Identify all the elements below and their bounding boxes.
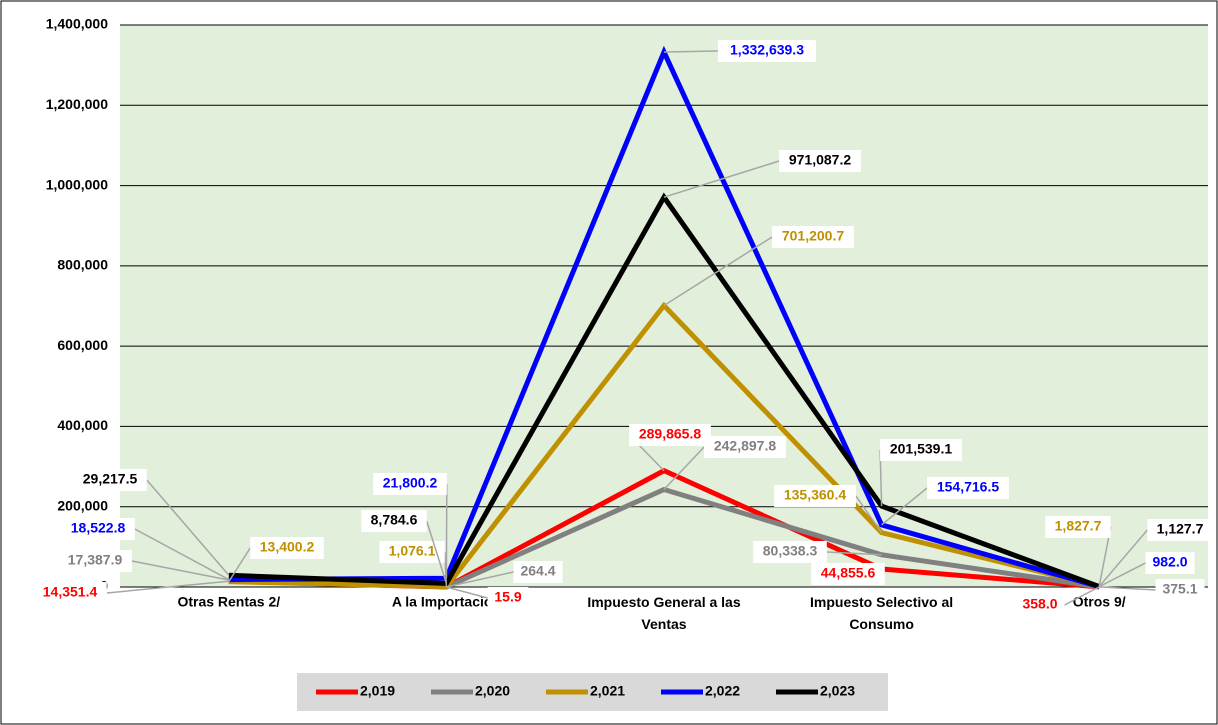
data-label: 18,522.8 (71, 520, 126, 536)
data-label: 15.9 (494, 589, 521, 605)
y-tick-label: 1,200,000 (46, 96, 108, 112)
data-label: 8,784.6 (371, 512, 418, 528)
data-label: 17,387.9 (68, 552, 123, 568)
leader-line (228, 547, 251, 583)
x-tick-label: Otras Rentas 2/ (177, 594, 280, 610)
data-label: 242,897.8 (714, 438, 776, 454)
x-tick-label: Impuesto Selectivo al Consumo (810, 594, 953, 632)
y-tick-label: 800,000 (57, 257, 108, 273)
data-label: 80,338.3 (763, 543, 818, 559)
label-bg (927, 477, 1009, 499)
leader-line (663, 446, 705, 491)
leader-line (663, 50, 718, 53)
y-tick-label: 1,000,000 (46, 176, 108, 192)
leader-line (146, 479, 230, 576)
label-bg (1015, 594, 1065, 616)
data-label: 701,200.7 (782, 228, 844, 244)
legend-label: 2,021 (590, 683, 625, 699)
label-bg (373, 473, 447, 495)
label-bg (379, 541, 445, 563)
data-label: 264.4 (520, 563, 555, 579)
legend-label: 2,023 (820, 683, 855, 699)
legend-label: 2,022 (705, 683, 740, 699)
y-tick-label: 600,000 (57, 337, 108, 353)
label-bg (774, 485, 856, 507)
leader-line (663, 160, 780, 198)
legend-label: 2,019 (360, 683, 395, 699)
data-label: 982.0 (1152, 554, 1187, 570)
leader-line (881, 487, 928, 526)
data-label: 1,127.7 (1157, 521, 1204, 537)
leader-line (446, 571, 514, 588)
label-bg (58, 550, 132, 572)
data-label: 289,865.8 (639, 426, 701, 442)
data-label: 44,855.6 (821, 565, 876, 581)
label-bg (487, 587, 529, 609)
data-label: 14,351.4 (43, 584, 98, 600)
leader-line (425, 520, 448, 584)
label-bg (1155, 579, 1205, 601)
y-tick-label: 1,400,000 (46, 16, 108, 32)
leader-line (131, 560, 229, 581)
legend-label: 2,020 (475, 683, 510, 699)
label-bg (772, 226, 854, 248)
data-label: 29,217.5 (83, 471, 138, 487)
label-bg (811, 563, 885, 585)
label-bg (250, 537, 324, 559)
data-label: 135,360.4 (784, 487, 846, 503)
label-bg (717, 40, 817, 62)
data-label: 1,332,639.3 (730, 42, 804, 58)
data-label: 154,716.5 (937, 479, 999, 495)
label-bg (73, 469, 147, 491)
label-bg (1147, 519, 1213, 541)
x-tick-label: A la Importación (392, 594, 501, 610)
label-bg (880, 439, 962, 461)
label-bg (33, 582, 107, 604)
leader-line (1064, 586, 1100, 606)
label-bg (361, 510, 427, 532)
leader-line (663, 236, 773, 307)
y-tick-label: 200,000 (57, 497, 108, 513)
leader-line (134, 528, 230, 581)
label-bg (704, 436, 786, 458)
label-bg (513, 561, 563, 583)
data-label: 375.1 (1162, 581, 1197, 597)
x-tick-label: Otros 9/ (1073, 594, 1126, 610)
data-label: 971,087.2 (789, 152, 851, 168)
leader-line (1098, 562, 1146, 588)
leader-line (1099, 586, 1156, 591)
label-bg (629, 424, 711, 446)
data-label: 21,800.2 (383, 475, 438, 491)
data-label: 1,827.7 (1055, 518, 1102, 534)
data-label: 358.0 (1022, 596, 1057, 612)
leader-line (1098, 529, 1148, 588)
x-tick-label: Impuesto General a las Ventas (587, 594, 740, 632)
leader-line (446, 586, 488, 599)
leader-line (855, 495, 883, 534)
y-tick-label: 400,000 (57, 417, 108, 433)
label-bg (1145, 552, 1195, 574)
data-label: 201,539.1 (890, 441, 952, 457)
label-bg (1045, 516, 1111, 538)
label-bg (61, 518, 135, 540)
data-label: 1,076.1 (389, 543, 436, 559)
leader-line (106, 580, 229, 594)
leader-line (826, 551, 882, 556)
data-label: 13,400.2 (260, 539, 315, 555)
label-bg (779, 150, 861, 172)
label-bg (753, 541, 827, 563)
